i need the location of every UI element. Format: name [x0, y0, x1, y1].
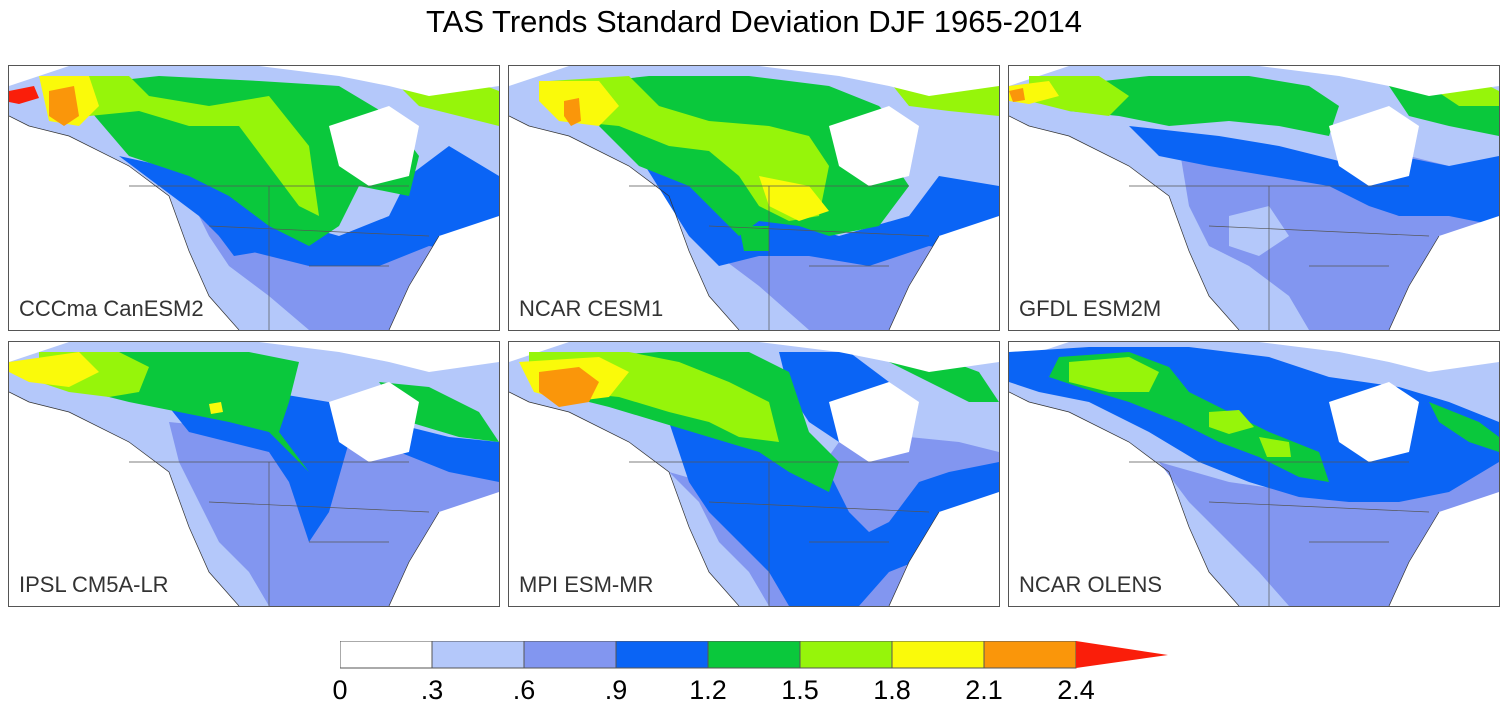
map-panel-canesm2: CCCma CanESM2 [8, 65, 500, 331]
zone-4 [69, 76, 419, 246]
ocean-east [1389, 492, 1499, 606]
colorbar-box-3 [615, 641, 709, 669]
colorbar-tick: .9 [604, 675, 628, 705]
hudson-bay [829, 382, 919, 462]
ocean-west [509, 126, 739, 330]
map-panel-mpi: MPI ESM-MR [508, 341, 1000, 607]
ocean-west [9, 126, 239, 330]
hudson-bay [329, 382, 419, 462]
coastline [9, 115, 440, 330]
coastline [1009, 391, 1440, 606]
arctic-ice [759, 66, 999, 96]
zone-7 [49, 86, 79, 126]
colorbar-tick: .6 [512, 675, 536, 705]
coastline [509, 391, 940, 606]
arctic-ice [1259, 342, 1499, 372]
map-canesm2 [9, 66, 499, 330]
colorbar-box-0 [340, 641, 433, 669]
map-ipsl [9, 342, 499, 606]
zone-3b [214, 206, 264, 256]
hudson-bay [1329, 106, 1419, 186]
ocean-east [389, 492, 499, 606]
colorbar-tick: .3 [420, 675, 444, 705]
ocean-west [509, 402, 739, 606]
colorbar-box-6 [891, 641, 985, 669]
colorbar-arrow [1076, 641, 1168, 668]
zone-5 [1069, 357, 1159, 392]
map-panel-ipsl: IPSL CM5A-LR [8, 341, 500, 607]
panel-label: IPSL CM5A-LR [19, 572, 169, 597]
zone-4 [1059, 76, 1339, 136]
zone-6b [759, 176, 829, 221]
zone-5 [49, 76, 319, 216]
map-esm2m [1009, 66, 1499, 330]
hudson-bay [1329, 382, 1419, 462]
map-panel-cesm1: NCAR CESM1 [508, 65, 1000, 331]
zone-5 [549, 76, 829, 221]
coastline [509, 115, 940, 330]
zone-1b [1229, 206, 1289, 256]
borders [129, 461, 430, 606]
arctic-ice [1259, 66, 1499, 96]
zone-6b [209, 402, 223, 414]
zone-4b [739, 226, 769, 251]
colorbar-tick: 1.2 [689, 675, 727, 705]
panel-label: NCAR CESM1 [519, 296, 664, 321]
colorbar-box-1 [431, 641, 525, 669]
ocean-east [1389, 216, 1499, 330]
colorbar-box-5 [799, 641, 893, 669]
ocean-west [9, 402, 239, 606]
ocean-west [1009, 126, 1239, 330]
borders [629, 461, 930, 606]
borders [129, 185, 430, 330]
map-panel-esm2m: GFDL ESM2M [1008, 65, 1500, 331]
zone-5c [1259, 437, 1291, 457]
panel-label: CCCma CanESM2 [19, 296, 204, 321]
hudson-bay [829, 106, 919, 186]
ocean-west [1009, 402, 1239, 606]
zone-3 [1129, 126, 1499, 226]
borders [1129, 461, 1430, 606]
ocean-east [889, 216, 999, 330]
map-mpi [509, 342, 999, 606]
map-cesm1 [509, 66, 999, 330]
borders [1129, 185, 1430, 330]
coastline [9, 391, 440, 606]
colorbar-box-4 [707, 641, 801, 669]
coastline [1009, 115, 1440, 330]
colorbar-tick: 1.5 [781, 675, 819, 705]
zone-4b [1429, 402, 1499, 452]
zone-8 [9, 86, 39, 104]
panel-label: GFDL ESM2M [1019, 296, 1162, 321]
colorbar [340, 641, 1168, 669]
ocean-east [389, 216, 499, 330]
zone-3 [639, 156, 999, 266]
arctic-ice [759, 342, 999, 372]
zone-7 [1009, 88, 1025, 102]
arctic-ice [259, 342, 499, 372]
borders [629, 185, 930, 330]
zone-6 [9, 352, 99, 387]
map-olens [1009, 342, 1499, 606]
map-panel-olens: NCAR OLENS [1008, 341, 1500, 607]
ocean-east [889, 492, 999, 606]
colorbar-tick: 1.8 [873, 675, 911, 705]
colorbar-box-7 [983, 641, 1077, 669]
panel-label: NCAR OLENS [1019, 572, 1163, 597]
colorbar-tick: 2.1 [965, 675, 1003, 705]
zone-7 [539, 367, 599, 407]
colorbar-tick: 2.4 [1057, 675, 1095, 705]
panel-label: MPI ESM-MR [519, 572, 654, 597]
figure-title: TAS Trends Standard Deviation DJF 1965-2… [426, 4, 1082, 39]
zone-5 [1029, 76, 1129, 116]
arctic-ice [259, 66, 499, 96]
zone-3 [119, 146, 499, 266]
zone-5b [1209, 410, 1254, 434]
colorbar-tick: 0 [332, 675, 348, 705]
zone-7 [564, 98, 581, 126]
colorbar-box-2 [523, 641, 617, 669]
hudson-bay [329, 106, 419, 186]
